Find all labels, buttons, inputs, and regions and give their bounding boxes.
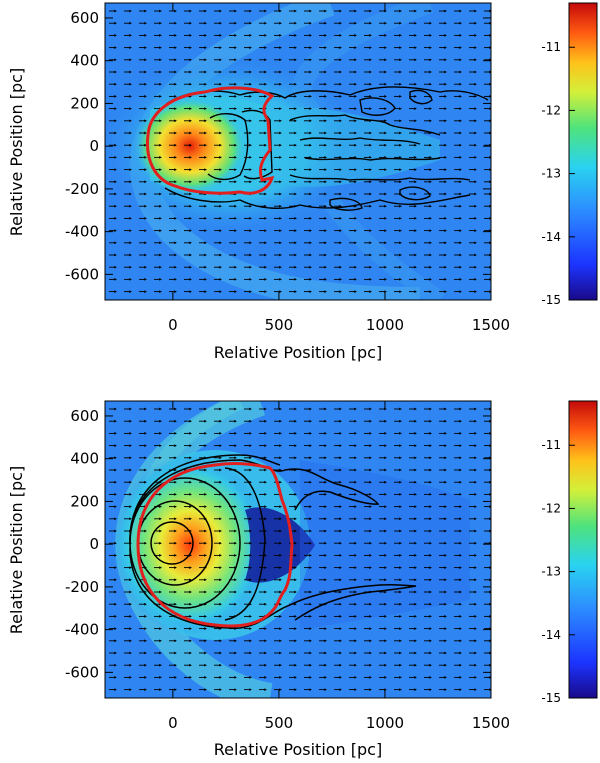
y-tick-label: 200 [70, 492, 99, 510]
colorbar-ticks-top: -11 -12 -13 -14 -15 [541, 40, 575, 307]
y-tick-label: 200 [70, 94, 99, 112]
colorbar-tick-label: -13 [541, 167, 561, 181]
y-tick-label: 400 [70, 52, 99, 70]
velocity-arrows-top [109, 9, 491, 293]
x-tick-label: 1000 [366, 316, 404, 334]
x-tick-label: 1500 [472, 714, 510, 732]
colorbar-tick-label: -11 [541, 40, 561, 54]
velocity-arrows-bottom [109, 407, 491, 691]
y-tick-label: -200 [65, 578, 99, 596]
colorbar-tick-label: -14 [541, 230, 561, 244]
x-tick-label: 0 [168, 316, 178, 334]
colorbar-tick-label: -12 [541, 501, 561, 515]
y-tick-label: -600 [65, 663, 99, 681]
colorbar-tick-label: -11 [541, 438, 561, 452]
plot-frame-bottom [104, 400, 492, 699]
axis-ticks-bottom: 0 500 1000 1500 -600 -400 -200 0 200 400 600 [65, 401, 510, 732]
x-tick-label: 1000 [366, 714, 404, 732]
colorbar-tick-label: -14 [541, 628, 561, 642]
axis-ticks-top: 0 500 1000 1500 -600 -400 -200 0 200 400 600 [65, 3, 510, 334]
colorbar-tick-label: -15 [541, 293, 561, 307]
panel-bottom: 0 500 1000 1500 -600 -400 -200 0 200 400 600 Relat… [7, 400, 598, 759]
x-tick-label: 1500 [472, 316, 510, 334]
colorbar-tick-label: -13 [541, 565, 561, 579]
x-tick-label: 500 [265, 714, 294, 732]
colorbar-tick-label: -15 [541, 691, 561, 705]
colorbar-tick-label: -12 [541, 103, 561, 117]
panel-bottom-field [105, 401, 491, 698]
plot-frame-top [104, 2, 492, 301]
colorbar-bottom [568, 400, 598, 699]
panel-top: 0 500 1000 1500 -600 -400 -200 0 200 400 600 Relat… [7, 2, 598, 362]
y-tick-label: -200 [65, 180, 99, 198]
y-axis-title-bottom: Relative Position [pc] [7, 466, 26, 634]
y-tick-label: 0 [89, 137, 99, 155]
y-tick-label: 600 [70, 9, 99, 27]
x-axis-title-top: Relative Position [pc] [214, 343, 382, 362]
panel-top-field [105, 3, 491, 300]
colorbar-ticks-bottom: -11 -12 -13 -14 -15 [541, 438, 575, 705]
x-axis-title-bottom: Relative Position [pc] [214, 740, 382, 759]
x-tick-label: 0 [168, 714, 178, 732]
y-tick-label: -400 [65, 223, 99, 241]
x-tick-label: 500 [265, 316, 294, 334]
y-tick-label: -600 [65, 265, 99, 283]
colorbar-top [568, 2, 598, 301]
boundary-contour-bottom [136, 462, 294, 628]
y-tick-label: 400 [70, 450, 99, 468]
boundary-contour-top [145, 86, 275, 195]
y-axis-title-top: Relative Position [pc] [7, 68, 26, 236]
density-contours-top [164, 86, 489, 211]
y-tick-label: -400 [65, 621, 99, 639]
y-tick-label: 0 [89, 535, 99, 553]
y-tick-label: 600 [70, 407, 99, 425]
